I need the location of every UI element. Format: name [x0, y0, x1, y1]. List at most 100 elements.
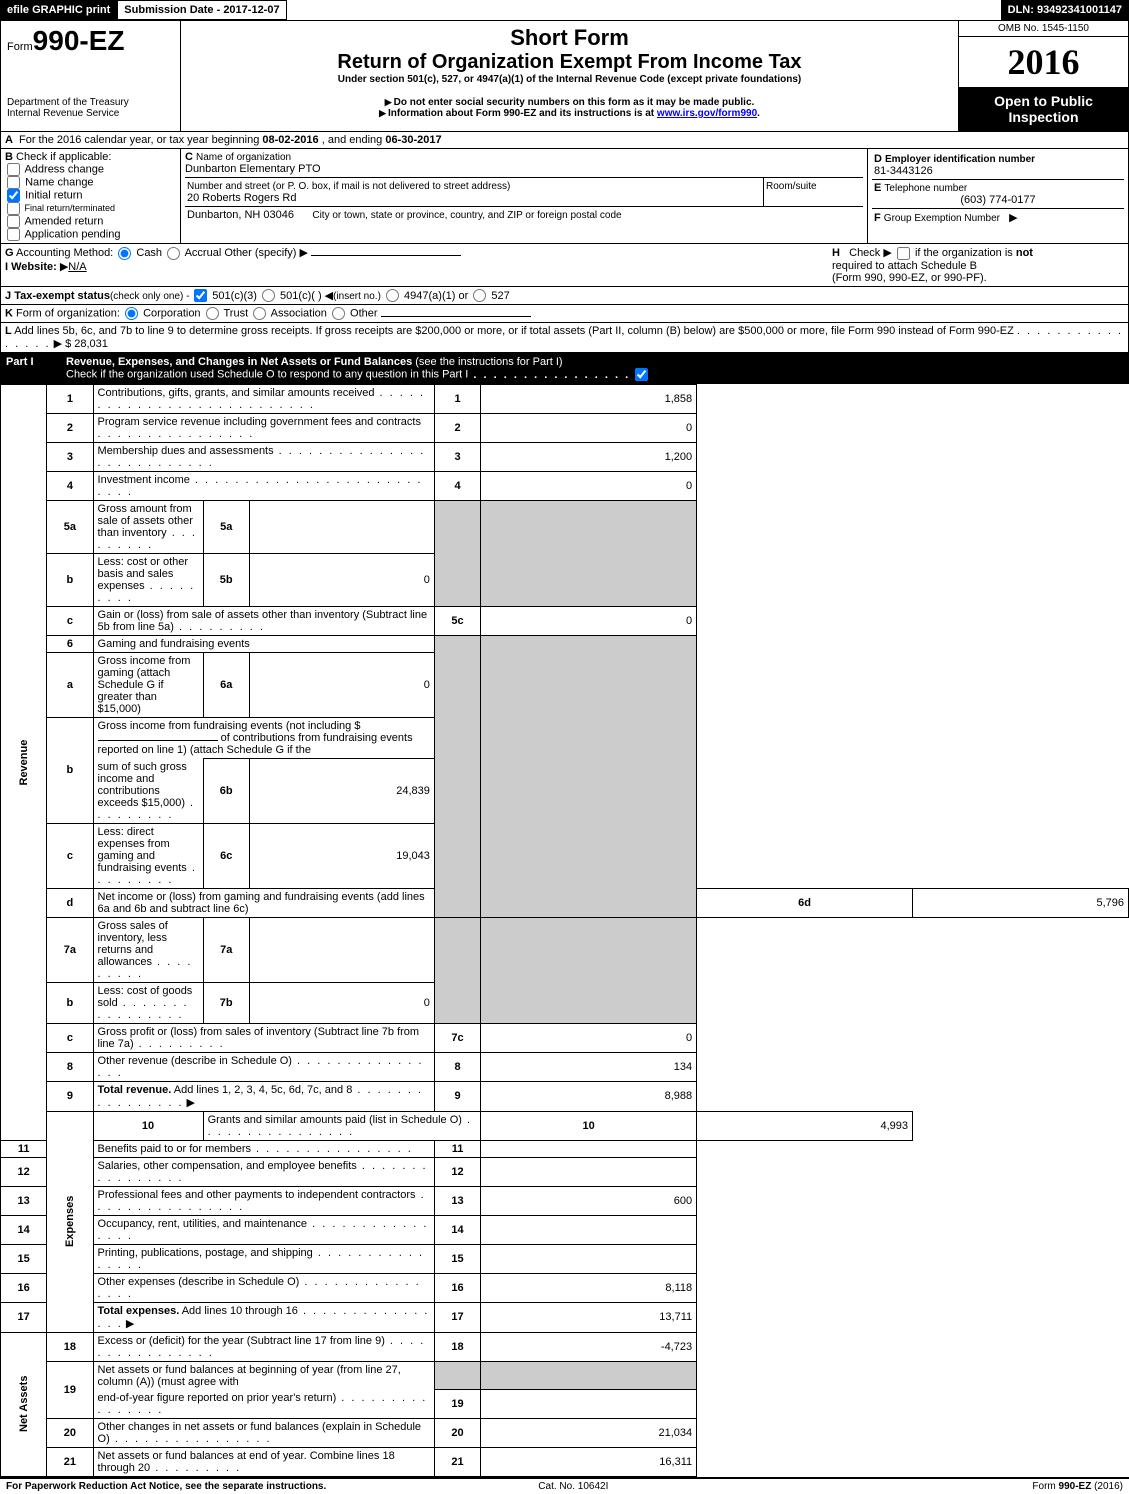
short-form-title: Short Form [187, 25, 952, 51]
check-sched-b[interactable] [897, 247, 910, 260]
c-street-label: Number and street (or P. O. box, if mail… [187, 181, 510, 192]
g-accrual: Accrual [185, 247, 222, 259]
opt-app-pending: Application pending [24, 228, 120, 240]
page-footer: For Paperwork Reduction Act Notice, see … [0, 1477, 1129, 1494]
check-address-change[interactable] [7, 163, 20, 176]
line-7b-num: b [47, 982, 93, 1023]
label-j: J [5, 290, 11, 302]
line-11-no: 11 [434, 1140, 480, 1157]
shaded-5b [481, 501, 697, 607]
h-line2: required to attach Schedule B [832, 260, 977, 272]
line-9-amt: 8,988 [481, 1081, 697, 1111]
radio-accrual[interactable] [167, 247, 180, 260]
line-17-desc2: Add lines 10 through 16 [179, 1305, 298, 1317]
b-heading: Check if applicable: [16, 151, 111, 163]
shaded-6 [434, 636, 480, 918]
line-2-desc: Program service revenue including govern… [98, 416, 421, 428]
irs-label: Internal Revenue Service [7, 108, 174, 119]
radio-assoc[interactable] [253, 307, 266, 320]
check-initial-return[interactable] [7, 189, 20, 202]
radio-501c[interactable] [262, 289, 275, 302]
section-l: L Add lines 5b, 6c, and 7b to line 9 to … [0, 323, 1129, 353]
line-5c-amt: 0 [481, 607, 697, 636]
line-15-amt [481, 1244, 697, 1273]
line-6d-no: 6d [697, 888, 913, 917]
check-amended-return[interactable] [7, 215, 20, 228]
line-1-amt: 1,858 [481, 385, 697, 414]
shaded-7 [434, 917, 480, 1023]
a-prefix: For the 2016 calendar year, or tax year … [19, 134, 262, 146]
efile-print-button[interactable]: efile GRAPHIC print [0, 0, 117, 20]
subtitle: Under section 501(c), 527, or 4947(a)(1)… [187, 74, 952, 85]
a-begin-date: 08-02-2016 [262, 134, 318, 146]
opt-amended: Amended return [24, 215, 103, 227]
check-application-pending[interactable] [7, 228, 20, 241]
k-heading: Form of organization: [16, 308, 120, 320]
g-other: Other (specify) [224, 247, 296, 259]
line-8-desc: Other revenue (describe in Schedule O) [98, 1055, 292, 1067]
radio-corp[interactable] [125, 307, 138, 320]
line-6c-subno: 6c [203, 823, 249, 888]
footer-right-form: 990-EZ [1059, 1481, 1092, 1492]
opt-address-change: Address change [24, 163, 104, 175]
open-inspection-badge: Open to Public Inspection [959, 87, 1128, 131]
line-12-num: 12 [1, 1157, 47, 1186]
part1-label: Part I [6, 356, 66, 381]
line-2-amt: 0 [481, 414, 697, 443]
line-14-num: 14 [1, 1215, 47, 1244]
line-8-no: 8 [434, 1052, 480, 1081]
radio-527[interactable] [473, 289, 486, 302]
line-8-num: 8 [47, 1052, 93, 1081]
g-heading: Accounting Method: [16, 247, 113, 259]
dots [150, 1462, 241, 1474]
line-6d-amt: 5,796 [913, 888, 1129, 917]
k-assoc: Association [271, 308, 327, 320]
line-16-amt: 8,118 [481, 1273, 697, 1302]
line-6b-post: of contributions from fundraising events… [98, 732, 413, 756]
line-12-amt [481, 1157, 697, 1186]
e-heading: Telephone number [884, 183, 967, 194]
line-1-desc: Contributions, gifts, grants, and simila… [98, 387, 375, 399]
section-bcdef: B Check if applicable: Address change Na… [0, 149, 1129, 244]
irs-link[interactable]: www.irs.gov/form990 [657, 108, 757, 119]
line-7a-subamt [249, 917, 434, 982]
c-city-label: City or town, state or province, country… [312, 210, 621, 221]
line-5c-no: 5c [434, 607, 480, 636]
submission-date: Submission Date - 2017-12-07 [117, 0, 286, 20]
radio-4947[interactable] [386, 289, 399, 302]
check-501c3[interactable] [194, 289, 207, 302]
line-9-no: 9 [434, 1081, 480, 1111]
line-18-no: 18 [434, 1332, 480, 1361]
a-mid: , and ending [322, 134, 386, 146]
line-21-desc: Net assets or fund balances at end of ye… [98, 1450, 395, 1474]
line-16-num: 16 [1, 1273, 47, 1302]
shaded-6b [481, 636, 697, 918]
line-14-desc: Occupancy, rent, utilities, and maintena… [98, 1218, 308, 1230]
check-name-change[interactable] [7, 176, 20, 189]
radio-other-org[interactable] [332, 307, 345, 320]
c-name-label: Name of organization [196, 152, 291, 163]
radio-trust[interactable] [206, 307, 219, 320]
line-4-amt: 0 [481, 472, 697, 501]
line-6-desc: Gaming and fundraising events [98, 638, 250, 650]
radio-cash[interactable] [118, 247, 131, 260]
j-sub: (check only one) - [110, 291, 192, 302]
check-schedule-o[interactable] [635, 368, 648, 381]
form-prefix: Form [7, 41, 33, 53]
j-527: 527 [491, 290, 509, 302]
line-18-desc: Excess or (deficit) for the year (Subtra… [98, 1335, 385, 1347]
opt-initial-return: Initial return [25, 189, 82, 201]
line-11-num: 11 [1, 1140, 47, 1157]
opt-name-change: Name change [25, 176, 94, 188]
dots [174, 621, 265, 633]
line-16-desc: Other expenses (describe in Schedule O) [98, 1276, 300, 1288]
line-6b-num: b [47, 718, 93, 824]
check-final-return[interactable] [7, 202, 20, 215]
line-19-desc2: end-of-year figure reported on prior yea… [98, 1392, 337, 1404]
dots [251, 1143, 413, 1155]
line-5b-subno: 5b [203, 554, 249, 607]
label-c: C [185, 151, 193, 163]
f-heading: Group Exemption Number [884, 213, 1000, 224]
line-9-desc: Total revenue. [98, 1084, 172, 1096]
line-19-amt [481, 1390, 697, 1419]
